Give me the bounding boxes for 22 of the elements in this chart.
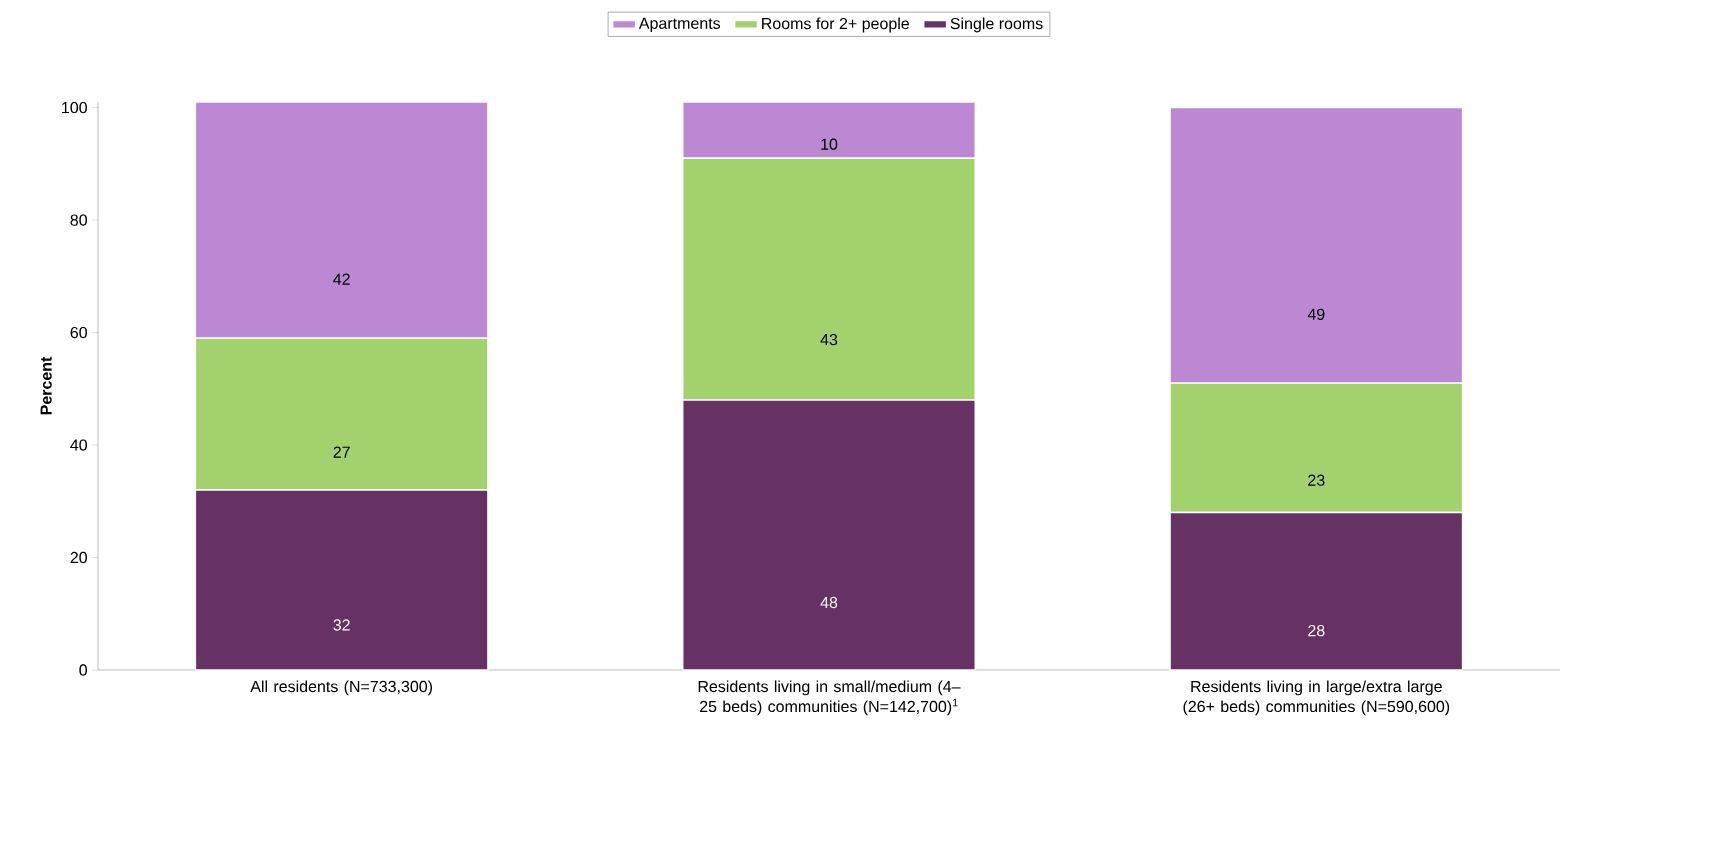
data-label: 23 bbox=[1308, 474, 1325, 486]
data-label: 32 bbox=[333, 619, 350, 631]
data-label: 49 bbox=[1307, 308, 1325, 320]
data-label: 42 bbox=[333, 273, 350, 285]
y-tick-label: 40 bbox=[70, 439, 87, 451]
y-tick-label: 20 bbox=[70, 551, 87, 564]
y-tick-label: 100 bbox=[62, 101, 87, 114]
x-tick-label: Residents living in large/extra large (26+ beds) communities (N=590,600) bbox=[1183, 680, 1450, 716]
data-label: 43 bbox=[820, 333, 838, 346]
data-label: 10 bbox=[821, 138, 838, 150]
data-label: 28 bbox=[1308, 624, 1325, 637]
y-axis-title: Percent bbox=[40, 356, 52, 415]
y-tick-label: 0 bbox=[79, 664, 87, 676]
y-tick-label: 80 bbox=[70, 214, 87, 226]
y-tick-label: 60 bbox=[70, 326, 87, 339]
legend-label: Apartments bbox=[638, 17, 721, 33]
data-label: 48 bbox=[820, 596, 838, 609]
x-tick-label: All residents (N=733,300) bbox=[250, 680, 433, 696]
legend-label: Single rooms bbox=[950, 17, 1043, 33]
legend-label: Rooms for 2+ people bbox=[762, 17, 909, 33]
x-tick-label: Residents living in small/medium (4–25 beds) communities (N=142,700)$^{1}$ bbox=[698, 680, 961, 716]
data-label: 27 bbox=[333, 446, 350, 458]
